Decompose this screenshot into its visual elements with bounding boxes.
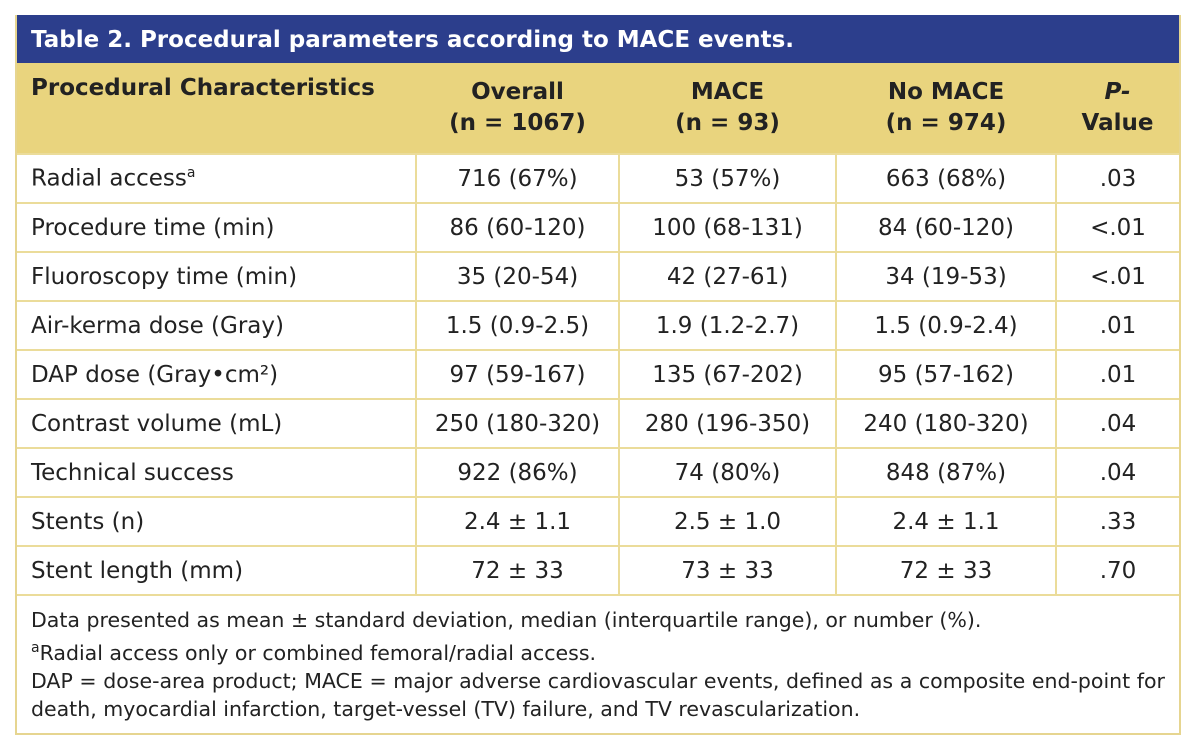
table-cell: .01 <box>1055 349 1179 400</box>
table-cell: 1.9 (1.2-2.7) <box>618 300 837 351</box>
row-label: DAP dose (Gray•cm²) <box>17 349 417 400</box>
table-cell: 1.5 (0.9-2.5) <box>415 300 620 351</box>
table-cell: 74 (80%) <box>618 447 837 498</box>
table-cell: 135 (67-202) <box>618 349 837 400</box>
row-label-text: Radial access <box>31 165 187 192</box>
header-cell: P- Value <box>1056 63 1179 154</box>
table-cell: 97 (59-167) <box>415 349 620 400</box>
header-row: Procedural Characteristics Overall (n = 10… <box>17 63 1179 154</box>
header-line: P- <box>1104 79 1131 105</box>
footnote: Data presented as mean ± standard deviat… <box>31 606 1165 634</box>
table-row: Contrast volume (mL) 250 (180-320) 280 (19… <box>17 398 1179 449</box>
footnote-marker: a <box>186 165 196 182</box>
row-label: Air-kerma dose (Gray) <box>17 300 417 351</box>
header-cell: MACE (n = 93) <box>619 63 836 154</box>
row-label-text: Stent length (mm) <box>31 557 244 584</box>
table-row: Stent length (mm) 72 ± 33 73 ± 33 72 ± 33.7… <box>17 545 1179 596</box>
table-cell: 280 (196-350) <box>618 398 837 449</box>
footnote-text: Data presented as mean ± standard deviat… <box>31 608 982 632</box>
table-cell: 73 ± 33 <box>618 545 837 596</box>
row-label: Contrast volume (mL) <box>17 398 417 449</box>
table-cell: .33 <box>1055 496 1179 547</box>
row-label-text: Fluoroscopy time (min) <box>31 263 298 290</box>
table-row: Procedure time (min) 86 (60-120) 100 (68-1… <box>17 202 1179 253</box>
header-cell: Procedural Characteristics <box>17 63 416 154</box>
header-line: Procedural Characteristics <box>31 75 375 101</box>
table-row: Air-kerma dose (Gray) 1.5 (0.9-2.5) 1.9 (1… <box>17 300 1179 351</box>
table: Procedural Characteristics Overall (n = 10… <box>17 63 1179 596</box>
footnotes: Data presented as mean ± standard deviat… <box>17 596 1179 733</box>
footnote-text: DAP = dose-area product; MACE = major ad… <box>31 668 1165 721</box>
table-cell: 2.4 ± 1.1 <box>415 496 620 547</box>
table-cell: 663 (68%) <box>835 153 1057 204</box>
table-cell: 84 (60-120) <box>835 202 1057 253</box>
row-label-text: Contrast volume (mL) <box>31 410 283 437</box>
table-card: Table 2. Procedural parameters according… <box>15 15 1181 735</box>
footnote: DAP = dose-area product; MACE = major ad… <box>31 667 1165 723</box>
row-label: Procedure time (min) <box>17 202 417 253</box>
table-cell: 72 ± 33 <box>835 545 1057 596</box>
header-line: (n = 974) <box>885 110 1007 136</box>
table-row: Fluoroscopy time (min) 35 (20-54) 42 (27-6… <box>17 251 1179 302</box>
table-cell: 2.4 ± 1.1 <box>835 496 1057 547</box>
header-line: Value <box>1081 110 1154 136</box>
table-cell: .70 <box>1055 545 1179 596</box>
table-cell: .04 <box>1055 398 1179 449</box>
table-cell: <.01 <box>1055 202 1179 253</box>
footnote: aRadial access only or combined femoral/… <box>31 634 1165 667</box>
row-label: Fluoroscopy time (min) <box>17 251 417 302</box>
row-label-text: Technical success <box>31 459 234 486</box>
row-label: Stents (n) <box>17 496 417 547</box>
table-cell: 72 ± 33 <box>415 545 620 596</box>
table-body: Radial accessa 716 (67%) 53 (57%) 663 (68%)… <box>17 153 1179 596</box>
table-cell: .04 <box>1055 447 1179 498</box>
row-label-text: Stents (n) <box>31 508 145 535</box>
table-cell: 42 (27-61) <box>618 251 837 302</box>
table-cell: 250 (180-320) <box>415 398 620 449</box>
header-line: No MACE <box>887 79 1005 105</box>
table-row: Technical success 922 (86%) 74 (80%) 848 (8… <box>17 447 1179 498</box>
table-cell: .03 <box>1055 153 1179 204</box>
table-row: DAP dose (Gray•cm²) 97 (59-167) 135 (67-20… <box>17 349 1179 400</box>
table-cell: 2.5 ± 1.0 <box>618 496 837 547</box>
table-cell: 95 (57-162) <box>835 349 1057 400</box>
table-cell: 922 (86%) <box>415 447 620 498</box>
header-cell: No MACE (n = 974) <box>836 63 1056 154</box>
table-row: Radial accessa 716 (67%) 53 (57%) 663 (68%)… <box>17 153 1179 204</box>
table-title: Table 2. Procedural parameters according… <box>17 15 1179 63</box>
table-cell: 1.5 (0.9-2.4) <box>835 300 1057 351</box>
row-label-text: Air-kerma dose (Gray) <box>31 312 284 339</box>
row-label-text: DAP dose (Gray•cm²) <box>31 361 279 388</box>
header-line: (n = 93) <box>675 110 780 136</box>
footnote-text: Radial access only or combined femoral/r… <box>39 640 597 665</box>
row-label: Stent length (mm) <box>17 545 417 596</box>
table-cell: .01 <box>1055 300 1179 351</box>
footnote-marker: a <box>31 640 40 656</box>
table-cell: 35 (20-54) <box>415 251 620 302</box>
header-cell: Overall (n = 1067) <box>416 63 619 154</box>
row-label: Radial accessa <box>17 153 417 204</box>
table-cell: <.01 <box>1055 251 1179 302</box>
header-line: MACE <box>690 79 765 105</box>
row-label: Technical success <box>17 447 417 498</box>
header-line: Overall <box>471 79 564 105</box>
table-row: Stents (n) 2.4 ± 1.1 2.5 ± 1.0 2.4 ± 1.1.33 <box>17 496 1179 547</box>
table-cell: 240 (180-320) <box>835 398 1057 449</box>
table-cell: 716 (67%) <box>415 153 620 204</box>
table-cell: 34 (19-53) <box>835 251 1057 302</box>
row-label-text: Procedure time (min) <box>31 214 275 241</box>
table-cell: 86 (60-120) <box>415 202 620 253</box>
table-cell: 53 (57%) <box>618 153 837 204</box>
table-cell: 100 (68-131) <box>618 202 837 253</box>
header-line: (n = 1067) <box>449 110 586 136</box>
table-cell: 848 (87%) <box>835 447 1057 498</box>
